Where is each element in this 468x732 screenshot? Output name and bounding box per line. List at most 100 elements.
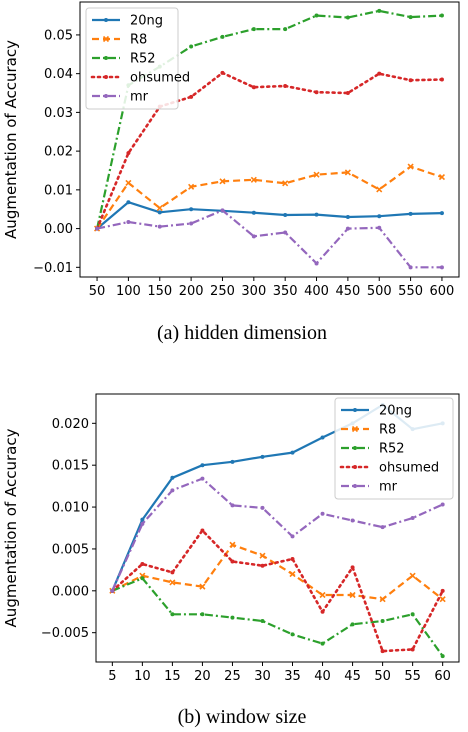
legend-marker <box>102 35 110 43</box>
legend-label-R52: R52 <box>379 442 405 457</box>
legend-label-R52: R52 <box>130 52 156 67</box>
x-tick-label: 50 <box>374 669 391 684</box>
x-tick-label: 200 <box>179 284 204 299</box>
series-line-ohsumed <box>111 529 445 653</box>
point-mr <box>220 208 225 213</box>
point-20ng <box>189 207 194 212</box>
x-tick-label: 250 <box>210 284 235 299</box>
x-tick-label: 450 <box>335 284 360 299</box>
point-20ng <box>408 211 413 216</box>
legend-label-ohsumed: ohsumed <box>379 461 439 476</box>
plot-frame <box>79 1 460 278</box>
point-mr <box>140 521 145 526</box>
chart-caption: (b) window size <box>178 706 307 728</box>
point-ohsumed <box>380 649 385 654</box>
x-tick-label: 55 <box>404 669 421 684</box>
series-line-R8 <box>111 543 444 601</box>
y-tick-label: 0.05 <box>44 28 73 43</box>
point-ohsumed <box>126 151 131 156</box>
chart-window-size: 5 10 15 20 25 30 35 40 45 50 55 60 −0.005 0.000 0.005 0… <box>2 393 460 728</box>
legend-label-R8: R8 <box>379 423 396 438</box>
point-R8 <box>379 596 386 603</box>
point-mr <box>377 225 382 230</box>
legend-marker <box>104 94 108 98</box>
point-R52 <box>345 15 350 20</box>
point-R52 <box>290 632 295 637</box>
point-20ng <box>377 214 382 219</box>
x-tick-label: 300 <box>241 284 266 299</box>
point-R52 <box>140 576 145 581</box>
x-tick-label: 500 <box>367 284 392 299</box>
point-20ng <box>345 214 350 219</box>
point-ohsumed <box>320 609 325 614</box>
legend-label-ohsumed: ohsumed <box>130 71 190 86</box>
point-ohsumed <box>408 78 413 83</box>
legend <box>85 7 179 110</box>
legend-marker <box>353 408 357 412</box>
point-R8 <box>156 204 163 212</box>
x-tick-label: 30 <box>254 669 271 684</box>
point-R52 <box>260 618 265 623</box>
point-mr <box>440 502 445 507</box>
y-tick-label: 0.04 <box>44 67 73 82</box>
series-line-R52 <box>111 577 444 657</box>
x-tick-label: 20 <box>194 669 211 684</box>
plot-frame <box>95 393 460 663</box>
y-tick-label: −0.01 <box>33 261 73 276</box>
y-axis-label: Augmentation of Accuracy <box>2 40 20 239</box>
point-ohsumed <box>140 562 145 567</box>
point-20ng <box>439 211 444 216</box>
point-R52 <box>377 8 382 13</box>
point-ohsumed <box>410 647 415 652</box>
point-ohsumed <box>345 91 350 96</box>
point-ohsumed <box>189 94 194 99</box>
point-R8 <box>439 596 446 603</box>
point-20ng <box>170 475 175 480</box>
point-R8 <box>250 176 257 183</box>
series-line-mr <box>111 477 444 592</box>
series-line-mr <box>96 209 442 269</box>
point-R52 <box>439 13 444 18</box>
point-R8 <box>349 591 356 599</box>
point-R8 <box>407 163 414 170</box>
chart-hidden-dimension: 50 100 150 200 250 300 350 400 450 500 550 600 −0.01… <box>2 1 460 344</box>
point-ohsumed <box>260 563 265 568</box>
point-ohsumed <box>314 90 319 95</box>
point-20ng <box>283 213 288 218</box>
x-tick-label: 60 <box>434 669 451 684</box>
point-R52 <box>314 13 319 18</box>
point-20ng <box>157 210 162 215</box>
point-R52 <box>350 622 355 627</box>
y-tick-label: 0.02 <box>44 145 73 160</box>
y-tick-label: 0.020 <box>52 417 89 432</box>
point-R8 <box>219 178 226 185</box>
legend-label-mr: mr <box>379 480 398 495</box>
series-line-ohsumed <box>95 71 444 230</box>
point-R8 <box>409 572 416 579</box>
point-ohsumed <box>220 70 225 75</box>
point-20ng <box>290 450 295 455</box>
point-mr <box>410 515 415 520</box>
point-mr <box>320 511 325 516</box>
x-tick-label: 15 <box>164 669 181 684</box>
x-tick-label: 400 <box>304 284 329 299</box>
point-R52 <box>220 34 225 39</box>
point-mr <box>350 518 355 523</box>
point-mr <box>283 230 288 235</box>
point-R8 <box>376 186 383 193</box>
point-R52 <box>440 654 445 659</box>
point-R52 <box>410 612 415 617</box>
point-R8 <box>438 174 446 181</box>
point-ohsumed <box>290 556 295 561</box>
point-20ng <box>126 200 131 205</box>
point-R52 <box>170 612 175 617</box>
point-R8 <box>313 171 320 178</box>
point-R8 <box>319 591 326 599</box>
legend-label-mr: mr <box>130 90 149 105</box>
point-R8 <box>289 570 296 578</box>
point-R52 <box>408 15 413 20</box>
point-mr <box>380 525 385 530</box>
point-mr <box>314 261 319 266</box>
point-mr <box>251 234 256 239</box>
